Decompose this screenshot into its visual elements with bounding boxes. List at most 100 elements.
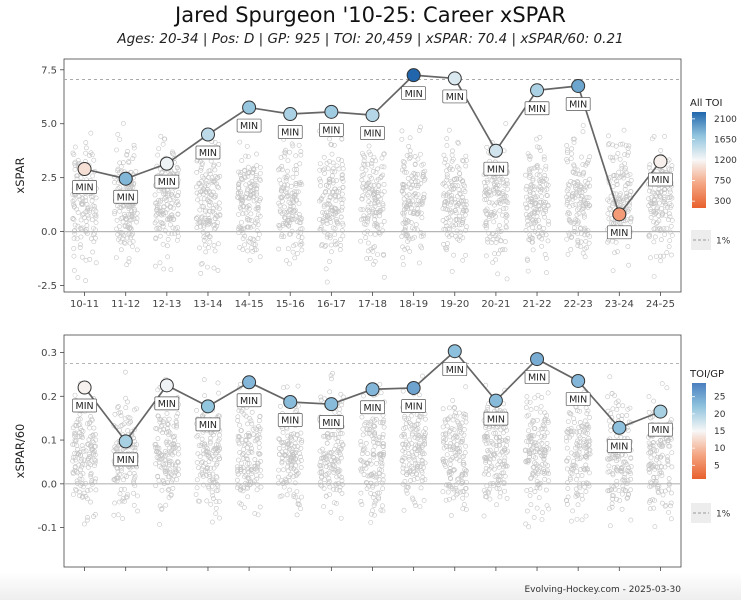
background-point <box>253 242 258 247</box>
background-point <box>156 146 162 152</box>
background-point <box>208 501 214 507</box>
background-point <box>329 249 334 255</box>
background-point <box>175 460 181 465</box>
background-point <box>158 197 164 203</box>
background-point <box>120 495 126 501</box>
background-point <box>378 222 384 228</box>
background-point <box>452 183 458 188</box>
background-point <box>616 169 622 175</box>
background-point <box>450 187 456 192</box>
background-point <box>160 223 166 229</box>
background-point <box>527 166 533 172</box>
background-point <box>92 206 97 212</box>
background-point <box>79 427 85 433</box>
background-point <box>278 186 284 192</box>
background-point <box>327 159 332 164</box>
background-point <box>623 143 629 149</box>
background-point <box>174 424 179 430</box>
background-point <box>381 151 387 157</box>
background-point <box>362 216 368 222</box>
x-tick-label: 19-20 <box>440 299 469 310</box>
background-point <box>163 465 169 471</box>
background-point <box>667 214 673 220</box>
background-point <box>91 157 97 163</box>
team-label: MIN <box>569 100 587 111</box>
background-point <box>119 468 124 474</box>
background-point <box>496 183 502 189</box>
background-point <box>401 210 407 216</box>
background-point <box>359 166 365 172</box>
background-point <box>332 238 338 244</box>
background-point <box>460 216 466 222</box>
background-point <box>122 486 127 492</box>
team-label: MIN <box>363 129 381 140</box>
background-point <box>449 193 455 198</box>
background-point <box>420 161 426 167</box>
background-point <box>296 142 302 148</box>
background-point <box>365 204 371 210</box>
background-point <box>659 206 664 211</box>
background-point <box>452 197 458 202</box>
data-point <box>242 375 257 390</box>
background-point <box>197 454 203 459</box>
background-point <box>207 239 213 245</box>
background-point <box>123 395 128 401</box>
background-point <box>333 217 339 222</box>
background-point <box>216 185 221 191</box>
background-point <box>135 508 140 514</box>
background-point <box>463 228 469 233</box>
background-point <box>544 192 550 198</box>
background-point <box>169 150 175 156</box>
background-point <box>420 169 426 175</box>
background-point <box>324 279 330 285</box>
background-point <box>73 430 79 436</box>
background-point <box>71 246 77 251</box>
background-point <box>123 405 129 411</box>
background-point <box>408 220 414 225</box>
background-point <box>296 201 302 207</box>
background-point <box>79 254 85 260</box>
background-point <box>340 175 345 181</box>
background-point <box>89 444 94 450</box>
legend-tick-label: 25 <box>714 393 725 403</box>
background-point <box>369 208 375 214</box>
background-point <box>497 201 503 207</box>
background-point <box>446 234 452 239</box>
background-point <box>651 219 657 225</box>
background-point <box>118 239 124 245</box>
background-point <box>531 219 537 225</box>
background-point <box>212 225 218 231</box>
background-point <box>90 173 96 179</box>
background-point <box>321 204 327 210</box>
background-point <box>85 464 91 470</box>
background-point <box>443 220 449 226</box>
background-point <box>209 484 215 489</box>
background-point <box>84 517 90 523</box>
background-point <box>239 228 245 234</box>
background-point <box>120 516 125 521</box>
background-point <box>117 160 123 166</box>
background-point <box>525 151 531 157</box>
background-point <box>163 453 168 459</box>
y-axis-label: xSPAR <box>13 157 27 193</box>
background-point <box>566 230 572 236</box>
background-point <box>87 152 92 158</box>
background-point <box>132 445 138 451</box>
background-point <box>130 244 135 249</box>
background-point <box>286 199 292 205</box>
background-point <box>339 207 345 213</box>
background-point <box>91 449 96 455</box>
background-point <box>79 443 85 449</box>
background-point <box>207 455 213 460</box>
background-point <box>80 435 85 440</box>
data-point <box>159 156 174 171</box>
background-point <box>87 256 93 262</box>
background-point <box>401 182 407 188</box>
background-point <box>247 416 253 421</box>
background-point <box>70 458 76 464</box>
background-point <box>625 244 631 249</box>
data-point <box>530 83 545 98</box>
team-label: MIN <box>405 402 423 413</box>
background-point <box>206 452 212 458</box>
background-point <box>168 267 174 273</box>
